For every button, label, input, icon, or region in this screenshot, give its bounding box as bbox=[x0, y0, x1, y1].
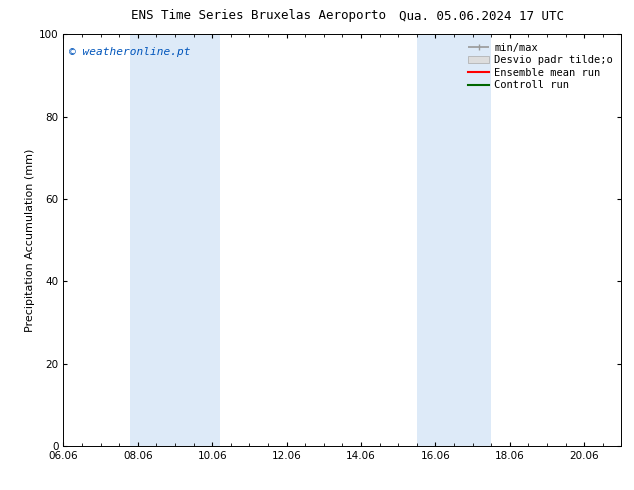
Text: ENS Time Series Bruxelas Aeroporto: ENS Time Series Bruxelas Aeroporto bbox=[131, 9, 386, 22]
Y-axis label: Precipitation Accumulation (mm): Precipitation Accumulation (mm) bbox=[25, 148, 35, 332]
Legend: min/max, Desvio padr tilde;o, Ensemble mean run, Controll run: min/max, Desvio padr tilde;o, Ensemble m… bbox=[465, 40, 616, 94]
Title: ENS Time Series Bruxelas Aeroporto    Qua. 05.06.2024 17 UTC: ENS Time Series Bruxelas Aeroporto Qua. … bbox=[0, 489, 1, 490]
Bar bbox=[131, 34, 219, 446]
Text: © weatheronline.pt: © weatheronline.pt bbox=[69, 47, 190, 57]
Bar bbox=[417, 34, 491, 446]
Text: Qua. 05.06.2024 17 UTC: Qua. 05.06.2024 17 UTC bbox=[399, 9, 564, 22]
